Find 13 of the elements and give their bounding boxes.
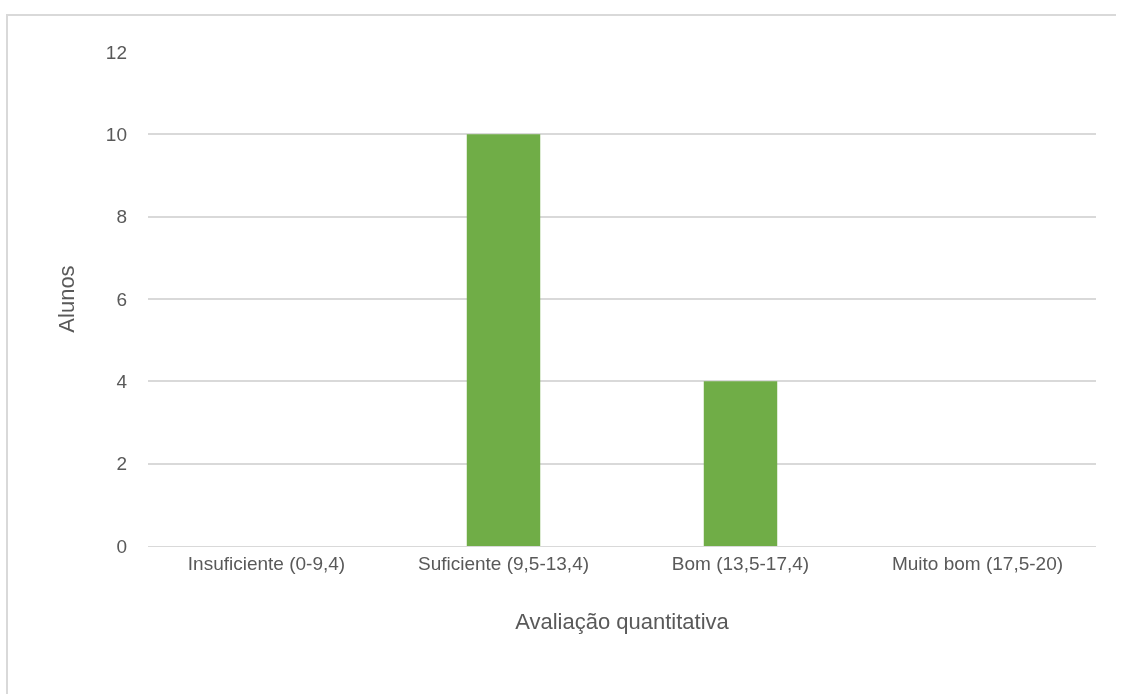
y-tick-label: 12 xyxy=(105,41,127,63)
x-axis-title: Avaliação quantitativa xyxy=(515,608,730,634)
x-tick-label: Bom (13,5-17,4) xyxy=(671,552,810,574)
x-tick-label: Suficiente (9,5-13,4) xyxy=(417,552,590,574)
y-tick-label: 0 xyxy=(116,535,127,557)
x-tick-label: Insuficiente (0-9,4) xyxy=(187,552,346,574)
y-tick-label: 6 xyxy=(116,288,127,310)
y-tick-label: 10 xyxy=(105,123,127,145)
y-axis-title: Alunos xyxy=(53,265,79,333)
y-tick-label: 8 xyxy=(116,206,127,228)
x-tick-label: Muito bom (17,5-20) xyxy=(891,552,1064,574)
y-tick-label: 2 xyxy=(116,453,127,475)
y-tick-label: 4 xyxy=(116,370,128,392)
